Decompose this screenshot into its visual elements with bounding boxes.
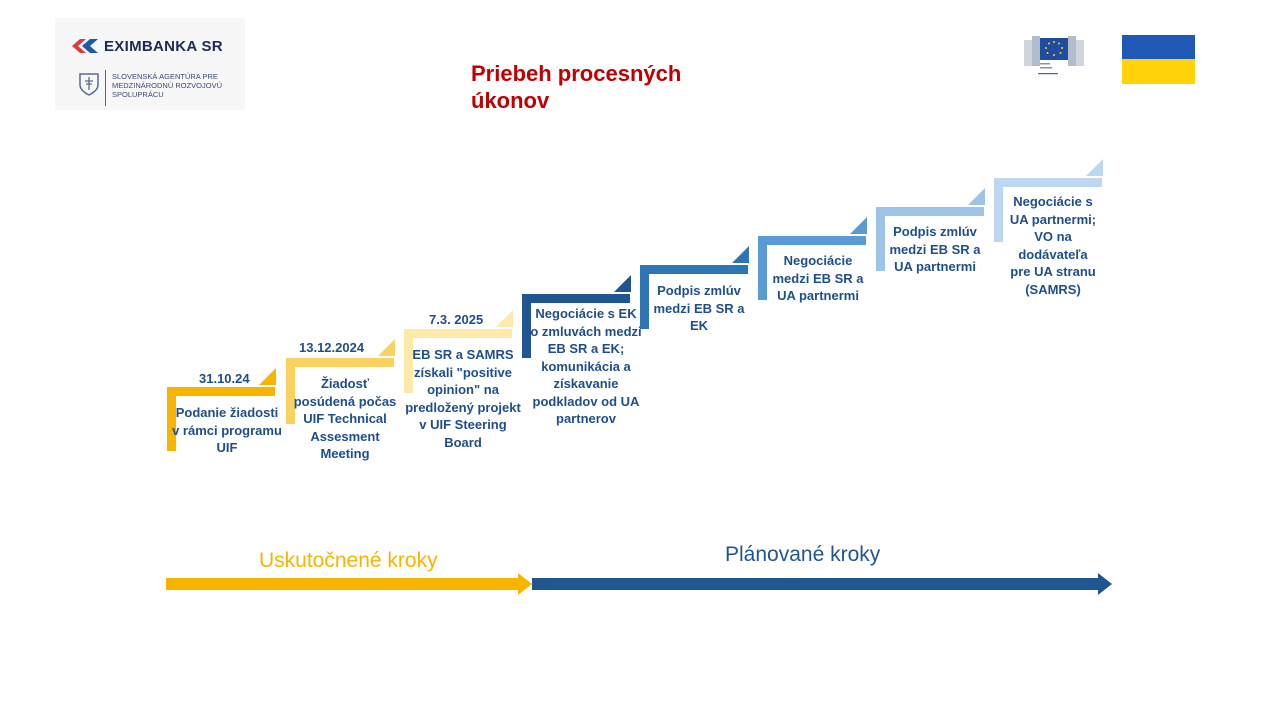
step-4-text: Negociácie s EK o zmluvách medzi EB SR a… xyxy=(530,306,642,426)
step-6-text: Negociácie medzi EB SR a UA partnermi xyxy=(772,253,864,303)
page-title: Priebeh procesných úkonov xyxy=(471,61,682,113)
step-2-side-bar xyxy=(286,358,295,424)
step-7-side-bar xyxy=(876,207,885,271)
completed-steps-arrow xyxy=(166,573,532,595)
step-3-corner-triangle xyxy=(496,310,513,327)
step-6-corner-triangle xyxy=(850,217,867,234)
agency-divider xyxy=(105,70,106,106)
step-4-corner-triangle xyxy=(614,275,631,292)
step-8-corner-triangle xyxy=(1086,159,1103,176)
step-1-side-bar xyxy=(167,387,176,451)
step-1-text: Podanie žiadosti v rámci programu UIF xyxy=(172,405,282,455)
step-5-corner-triangle xyxy=(732,246,749,263)
step-2-date: 13.12.2024 xyxy=(299,340,365,355)
timeline-arrows xyxy=(166,573,1112,595)
step-2-top-bar xyxy=(286,358,394,367)
step-7-top-bar xyxy=(876,207,984,216)
step-8-side-bar xyxy=(994,178,1003,242)
step-1-top-bar xyxy=(167,387,275,396)
completed-steps-label: Uskutočnené kroky xyxy=(259,549,438,572)
step-2-text: Žiadosť posúdená počas UIF Technical Ass… xyxy=(293,376,397,461)
step-3-top-bar xyxy=(404,329,512,338)
eximbanka-logo-text: EXIMBANKA SR xyxy=(104,38,223,55)
step-1-corner-triangle xyxy=(259,368,276,385)
step-5-side-bar xyxy=(640,265,649,329)
step-3-date: 7.3. 2025 xyxy=(429,312,484,327)
ukraine-flag-icon xyxy=(1122,35,1195,84)
planned-steps-arrow xyxy=(532,573,1112,595)
step-7-text: Podpis zmlúv medzi EB SR a UA partnermi xyxy=(889,224,981,274)
eximbanka-logo-icon xyxy=(72,39,98,53)
step-4-top-bar xyxy=(522,294,630,303)
step-1-date: 31.10.24 xyxy=(199,371,250,386)
step-6-top-bar xyxy=(758,236,866,245)
step-6-side-bar xyxy=(758,236,767,300)
step-5-text: Podpis zmlúv medzi EB SR a EK xyxy=(653,283,745,333)
slovak-cross-icon xyxy=(79,73,99,96)
step-8-text: Negociácie s UA partnermi; VO na dodávat… xyxy=(1009,194,1097,297)
step-7-corner-triangle xyxy=(968,188,985,205)
step-2-corner-triangle xyxy=(378,339,395,356)
step-5-top-bar xyxy=(640,265,748,274)
planned-steps-label: Plánované kroky xyxy=(725,543,881,566)
step-8-top-bar xyxy=(994,178,1102,187)
step-3-side-bar xyxy=(404,329,413,393)
agency-logo-text: SLOVENSKÁ AGENTÚRA PRE MEDZINÁRODNÚ ROZV… xyxy=(112,72,223,99)
european-commission-logo-icon xyxy=(1024,36,1084,75)
eximbanka-logo-area xyxy=(55,18,245,110)
step-4-side-bar xyxy=(522,294,531,358)
step-3-text: EB SR a SAMRS získali "positive opinion"… xyxy=(405,347,521,450)
